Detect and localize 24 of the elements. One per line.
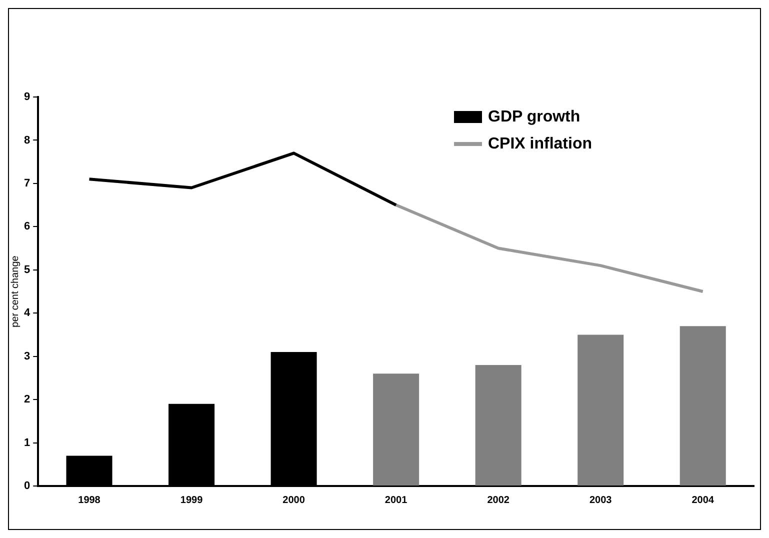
y-tick-label: 0: [24, 480, 30, 492]
x-tick-label: 2003: [589, 494, 612, 506]
y-tick-label: 2: [24, 394, 30, 406]
y-tick-label: 7: [24, 177, 30, 190]
bar: [373, 374, 420, 486]
y-tick-label: 3: [24, 350, 30, 362]
bar: [578, 334, 624, 486]
x-tick-label: 1999: [180, 494, 204, 506]
x-tick-label: 1998: [78, 494, 101, 506]
bar: [680, 326, 726, 486]
x-tick-label: 2001: [384, 494, 408, 506]
legend-label: GDP growth: [488, 108, 580, 126]
bar: [475, 364, 522, 486]
y-tick-label: 1: [24, 436, 30, 449]
y-axis-title: per cent change: [10, 255, 21, 328]
y-tick-label: 6: [24, 220, 30, 233]
legend-label: CPIX inflation: [488, 135, 592, 152]
x-tick-label: 2000: [282, 494, 306, 506]
y-tick-label: 4: [24, 307, 31, 320]
y-tick-label: 5: [24, 264, 30, 276]
x-tick-label: 2004: [692, 494, 714, 506]
y-tick-label: 9: [24, 91, 30, 104]
y-tick-label: 8: [24, 134, 30, 146]
x-tick-label: 2002: [487, 494, 510, 506]
